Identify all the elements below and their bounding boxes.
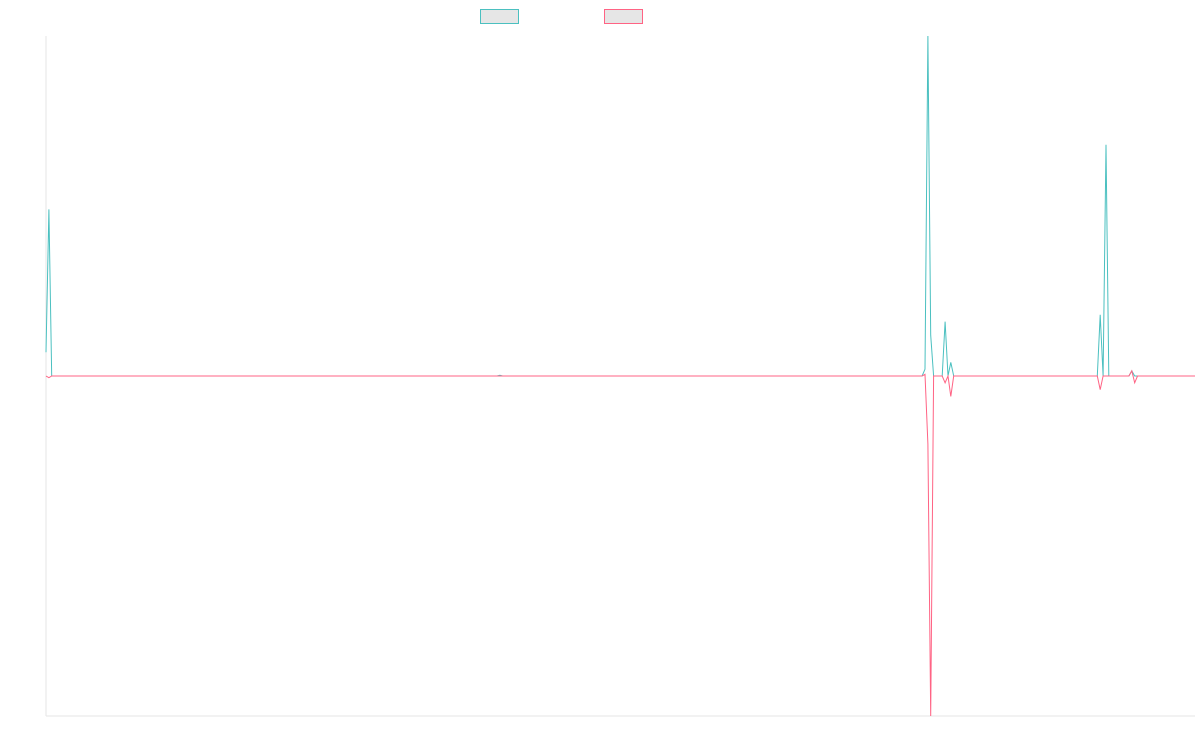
series-line-2: [45, 369, 1195, 717]
series-layer: [45, 35, 1195, 717]
legend-item-series-1[interactable]: [480, 9, 519, 24]
series-line-1: [45, 35, 1195, 377]
legend-item-series-2[interactable]: [604, 9, 643, 24]
